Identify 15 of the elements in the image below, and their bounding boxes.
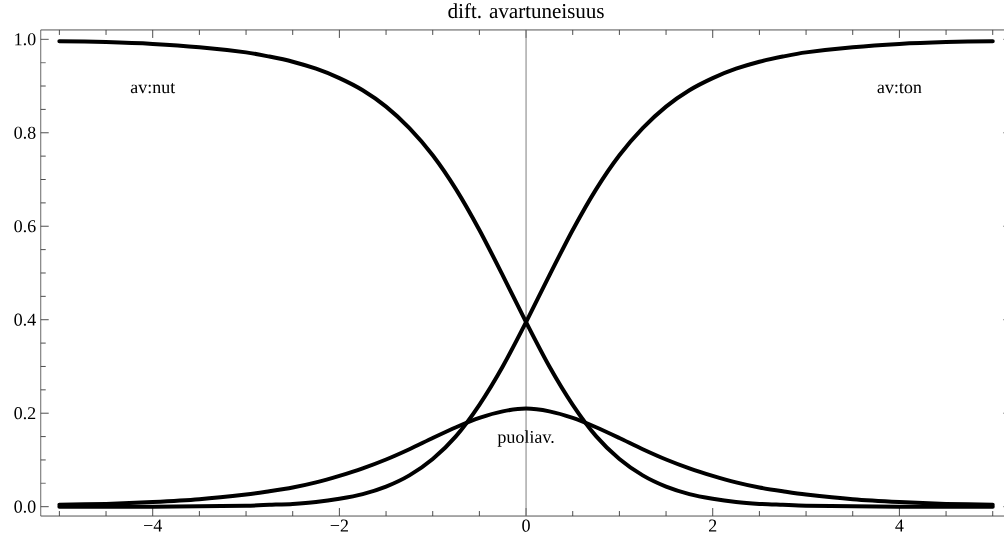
series-label: puoliav.: [497, 430, 554, 447]
y-tick-label: 0.8: [14, 126, 36, 139]
text: av:nut: [130, 82, 176, 94]
y-tick-label: 1.0: [15, 33, 36, 46]
y-tick-label: 0.0: [14, 500, 36, 513]
x-tick-label: 4: [895, 519, 904, 532]
chart-title: dift. avartuneisuus: [448, 3, 604, 19]
x-tick-label: 0: [522, 519, 530, 532]
y-tick-label: 0.2: [14, 407, 36, 420]
x-tick-label: −4: [144, 519, 163, 532]
x-tick-label: 2: [709, 519, 717, 532]
y-tick-label: 0.6: [14, 220, 36, 233]
y-tick-label: 0.4: [14, 313, 36, 326]
x-tick-label: −2: [330, 519, 348, 532]
text: av:ton: [877, 82, 922, 94]
